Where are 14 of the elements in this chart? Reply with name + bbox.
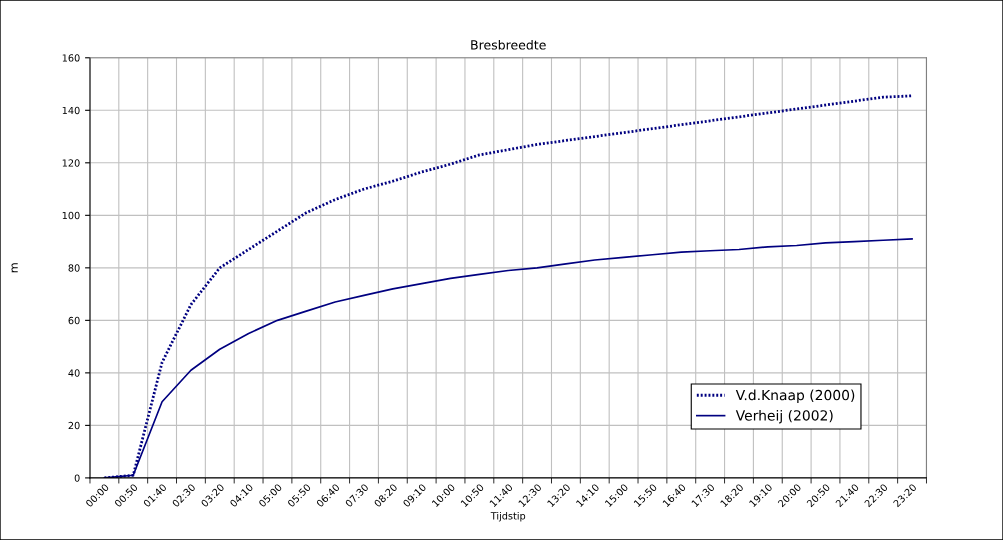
y-tick-label: 140 bbox=[62, 106, 80, 115]
y-tick-label: 80 bbox=[68, 264, 80, 272]
y-tick-label: 100 bbox=[62, 211, 80, 220]
y-tick-label: 160 bbox=[62, 54, 80, 62]
y-tick-label: 40 bbox=[68, 369, 80, 377]
legend-label: Verheij (2002) bbox=[735, 409, 833, 424]
y-tick-label: 60 bbox=[68, 316, 80, 325]
y-axis-title: m bbox=[11, 263, 18, 273]
y-tick-label: 20 bbox=[68, 421, 80, 430]
x-axis-title: Tijdstip bbox=[490, 512, 526, 522]
y-tick-label: 0 bbox=[74, 474, 80, 482]
y-tick-label: 120 bbox=[62, 159, 80, 167]
chart-title: Bresbreedte bbox=[471, 39, 546, 50]
legend-label: V.d.Knaap (2000) bbox=[735, 389, 855, 403]
